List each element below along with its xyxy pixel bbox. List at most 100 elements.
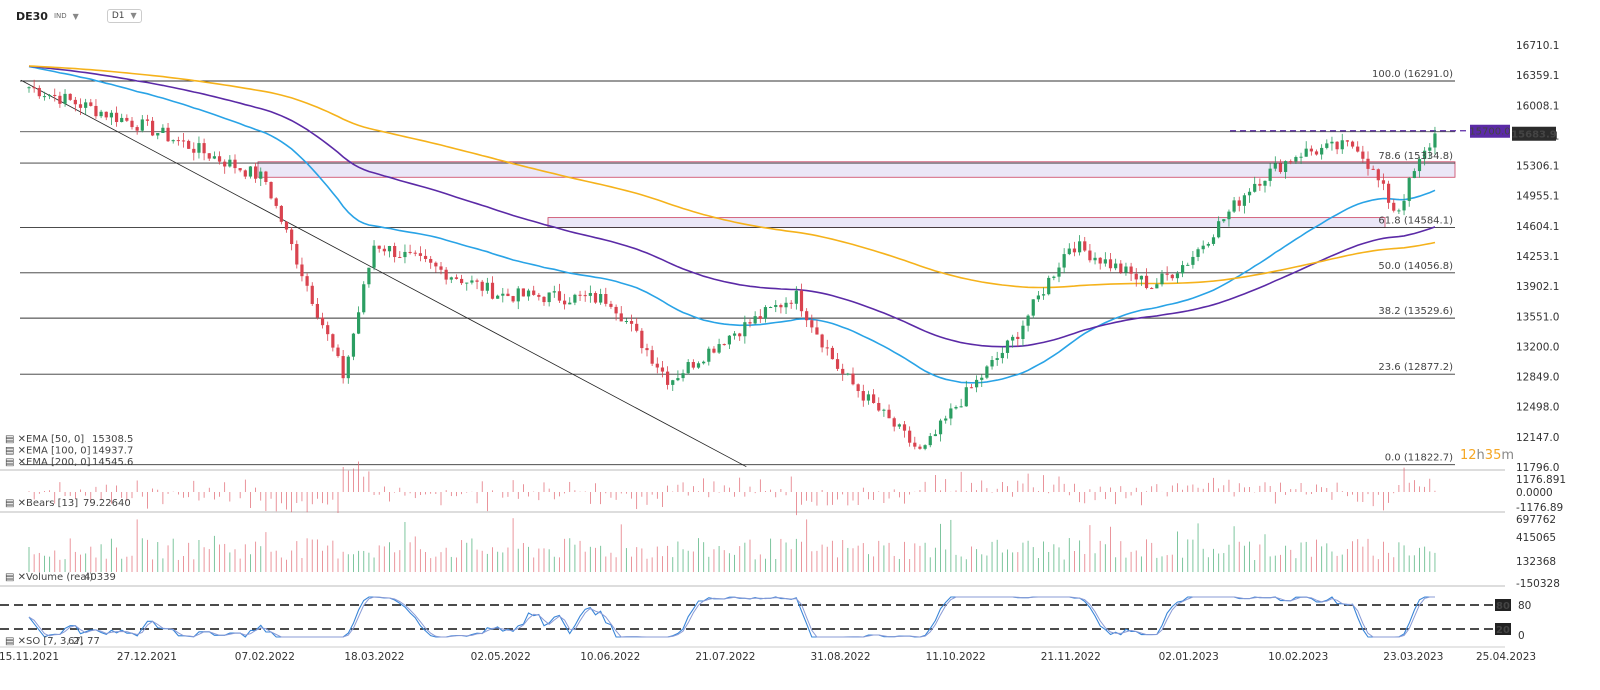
bullish-candle [846,373,850,375]
date-axis-tick: 10.02.2023 [1268,651,1328,663]
stoch-d-line [28,596,1435,638]
bullish-candle [496,295,500,299]
bullish-candle [774,305,778,308]
bearish-candle [382,248,386,252]
bearish-candle [269,181,273,199]
bearish-candle [1258,183,1262,186]
bullish-candle [1041,294,1046,296]
bearish-candle [460,278,464,284]
date-axis-tick: 18.03.2022 [344,651,404,663]
timeframe-select[interactable]: D1 ▼ [106,9,142,23]
bearish-candle [1237,200,1241,206]
bearish-candle [1335,141,1339,150]
volume-axis-tick: 415065 [1516,532,1556,544]
bullish-candle [732,333,737,336]
bearish-candle [722,344,726,346]
bearish-candle [789,302,793,304]
indicator-settings-icon: ▤ ✕ [5,636,26,647]
bearish-candle [902,424,907,431]
bearish-candle [820,334,824,348]
bearish-candle [53,94,57,96]
bullish-candle [1114,263,1118,269]
bullish-candle [140,119,144,131]
bearish-candle [125,117,129,121]
bullish-candle [42,96,47,98]
ema-50-line [28,65,1436,384]
price-axis-tick: 12147.0 [1516,432,1559,444]
bullish-candle [1196,249,1200,257]
bearish-candle [835,359,840,369]
trend-line [20,79,747,468]
bearish-candle [264,171,268,182]
bearish-candle [434,262,438,267]
chevron-down-icon[interactable]: ▼ [72,11,79,21]
bullish-candle [403,251,407,258]
bearish-candle [279,205,283,222]
bullish-candle [1021,325,1025,340]
bearish-candle [326,325,330,335]
bearish-candle [841,368,845,374]
bullish-candle [1052,276,1056,278]
bullish-candle [1247,191,1252,196]
bearish-candle [475,280,479,282]
bearish-candle [68,93,72,100]
indicator-label: EMA [100, 0] [26,446,91,457]
bullish-candle [702,361,706,364]
date-axis-tick: 02.01.2023 [1159,651,1219,663]
bearish-candle [1150,288,1154,290]
symbol-label[interactable]: DE30 [16,9,48,23]
price-axis-tick: 14955.1 [1516,191,1559,203]
bearish-candle [429,258,433,263]
bearish-candle [913,442,917,447]
bullish-candle [944,418,948,421]
bullish-candle [1407,178,1411,201]
bullish-candle [27,87,31,89]
bearish-candle [480,281,484,291]
price-axis-tick: 14604.1 [1516,221,1559,233]
bearish-candle [145,119,150,121]
bullish-candle [1304,148,1308,157]
stoch-value: 67, 77 [68,636,100,647]
bearish-candle [799,290,804,312]
bullish-candle [696,363,701,368]
bearish-candle [398,257,402,259]
bullish-candle [1253,183,1257,192]
bearish-candle [877,402,881,411]
bullish-candle [1325,143,1329,148]
bearish-candle [1366,158,1370,169]
bullish-candle [1227,211,1231,220]
bearish-candle [1350,141,1355,147]
bullish-candle [1273,163,1277,169]
bullish-candle [470,280,474,283]
bullish-candle [1294,157,1298,162]
bullish-candle [99,111,103,117]
bearish-candle [94,105,98,117]
date-axis-tick: 21.07.2022 [695,651,755,663]
bullish-candle [516,288,520,302]
bullish-candle [959,406,963,408]
volume-axis-tick: 132368 [1516,556,1556,568]
bullish-candle [346,356,350,379]
bearish-candle [825,347,829,349]
indicator-value: 14937.7 [92,446,133,457]
bullish-candle [1242,195,1246,206]
chart-header: DE30 IND ▼ D1 ▼ [16,9,142,23]
bullish-candle [954,406,958,409]
bullish-candle [938,420,943,435]
bullish-candle [1000,352,1004,359]
indicator-settings-icon: ▤ ✕ [5,572,26,583]
bullish-candle [1340,140,1344,150]
bullish-candle [624,320,628,322]
bearish-candle [1088,250,1092,261]
bearish-candle [444,269,448,280]
bullish-candle [357,312,361,334]
ema-200-line [28,65,1436,289]
price-axis-tick: 16359.1 [1516,70,1559,82]
bullish-candle [866,394,871,401]
fibonacci-label: 23.6 (12877.2) [1378,362,1453,373]
bullish-candle [743,322,747,337]
price-axis-tick: 16710.1 [1516,40,1559,52]
bearish-candle [856,384,860,392]
bullish-candle [1320,147,1324,155]
